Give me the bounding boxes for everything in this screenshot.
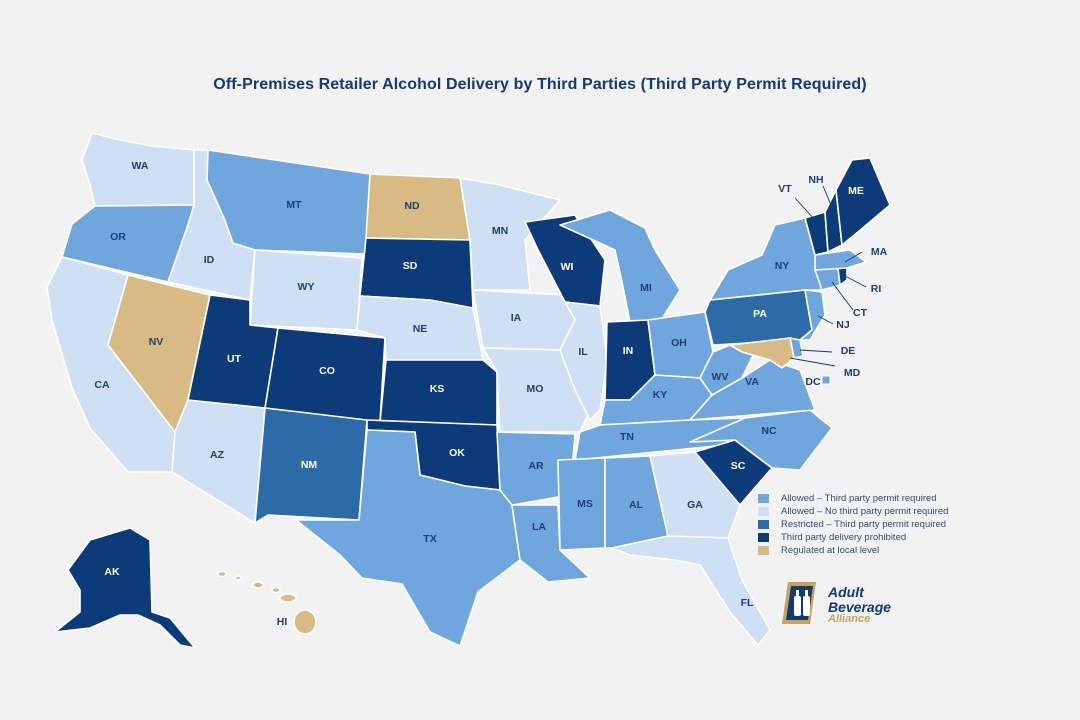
state-TX	[295, 429, 521, 647]
legend-swatch	[758, 546, 769, 555]
legend-item: Regulated at local level	[758, 544, 948, 557]
state-GA	[649, 451, 741, 539]
legend-label: Restricted – Third party permit required	[781, 519, 947, 530]
label-CA: CA	[94, 379, 110, 391]
state-AK	[54, 527, 196, 649]
label-WY: WY	[298, 281, 315, 293]
label-HI: HI	[277, 616, 288, 628]
label-CO: CO	[319, 365, 335, 377]
label-DE: DE	[841, 345, 856, 357]
label-MD: MD	[844, 367, 861, 379]
logo-line-1: Adult	[828, 584, 864, 600]
legend-item: Allowed – Third party permit required	[758, 492, 948, 505]
label-MA: MA	[871, 246, 888, 258]
label-OK: OK	[449, 447, 465, 459]
label-MI: MI	[640, 282, 652, 294]
legend-swatch	[758, 520, 769, 529]
label-CT: CT	[853, 307, 868, 319]
label-NC: NC	[761, 425, 777, 437]
label-KS: KS	[430, 383, 445, 395]
label-MN: MN	[492, 225, 508, 237]
label-WA: WA	[132, 160, 149, 172]
state-MI	[559, 209, 681, 323]
legend-swatch	[758, 533, 769, 542]
state-NY	[709, 217, 823, 301]
state-NJ	[799, 289, 826, 341]
label-TX: TX	[423, 533, 436, 545]
label-DC: DC	[805, 376, 821, 388]
label-NM: NM	[301, 459, 318, 471]
legend-label: Allowed – No third party permit required	[781, 506, 949, 517]
label-MO: MO	[527, 383, 544, 395]
bottles-logo-icon	[782, 582, 816, 624]
label-KY: KY	[653, 389, 668, 401]
label-MS: MS	[577, 498, 593, 510]
label-AZ: AZ	[210, 449, 225, 461]
label-OR: OR	[110, 231, 126, 243]
legend-label: Regulated at local level	[781, 545, 880, 556]
label-AK: AK	[104, 566, 120, 578]
state-ME	[835, 157, 891, 246]
label-GA: GA	[687, 499, 703, 511]
label-MT: MT	[286, 199, 302, 211]
label-AL: AL	[629, 499, 644, 511]
map-title: Off-Premises Retailer Alcohol Delivery b…	[213, 76, 867, 93]
state-FL	[611, 535, 771, 646]
state-AZ	[171, 399, 266, 524]
logo-line-3: Alliance	[828, 613, 871, 625]
label-ME: ME	[848, 185, 864, 197]
label-NV: NV	[149, 336, 164, 348]
state-LA	[511, 504, 591, 583]
legend-item: Restricted – Third party permit required	[758, 518, 948, 531]
state-callouts	[789, 185, 867, 367]
label-WV: WV	[712, 371, 729, 383]
label-VA: VA	[745, 376, 759, 388]
adult-beverage-alliance-logo: Adult Beverage Alliance	[782, 580, 922, 628]
label-NJ: NJ	[836, 319, 850, 331]
logo-line-2: Beverage	[828, 599, 892, 615]
label-UT: UT	[227, 353, 242, 365]
label-LA: LA	[532, 521, 546, 533]
legend-item: Allowed – No third party permit required	[758, 505, 948, 518]
label-IN: IN	[623, 345, 634, 357]
legend-label: Allowed – Third party permit required	[781, 493, 937, 504]
state-NC	[689, 409, 833, 471]
label-IA: IA	[511, 312, 522, 324]
label-OH: OH	[671, 337, 687, 349]
label-PA: PA	[753, 308, 767, 320]
label-ID: ID	[204, 254, 215, 266]
label-NE: NE	[413, 323, 428, 335]
legend-item: Third party delivery prohibited	[758, 531, 948, 544]
state-NM	[254, 407, 368, 524]
label-AR: AR	[528, 460, 544, 472]
legend-swatch	[758, 494, 769, 503]
label-TN: TN	[620, 431, 634, 443]
label-NY: NY	[775, 260, 790, 272]
label-WI: WI	[561, 261, 574, 273]
label-SC: SC	[731, 460, 746, 472]
legend-swatch	[758, 507, 769, 516]
label-IL: IL	[578, 346, 588, 358]
label-RI: RI	[871, 283, 882, 295]
label-SD: SD	[403, 260, 418, 272]
legend-label: Third party delivery prohibited	[781, 532, 907, 543]
label-NH: NH	[808, 174, 823, 186]
state-AR	[496, 431, 576, 506]
state-MN	[459, 177, 561, 291]
label-FL: FL	[741, 597, 754, 609]
state-KS	[379, 359, 498, 426]
state-IA	[472, 289, 576, 351]
legend: Allowed – Third party permit required All…	[758, 492, 948, 557]
label-ND: ND	[404, 200, 420, 212]
state-HI	[217, 570, 317, 635]
label-VT: VT	[778, 183, 792, 195]
state-IL	[559, 301, 608, 421]
state-DC	[821, 375, 831, 385]
state-MD	[729, 337, 795, 369]
state-MA	[814, 249, 867, 271]
